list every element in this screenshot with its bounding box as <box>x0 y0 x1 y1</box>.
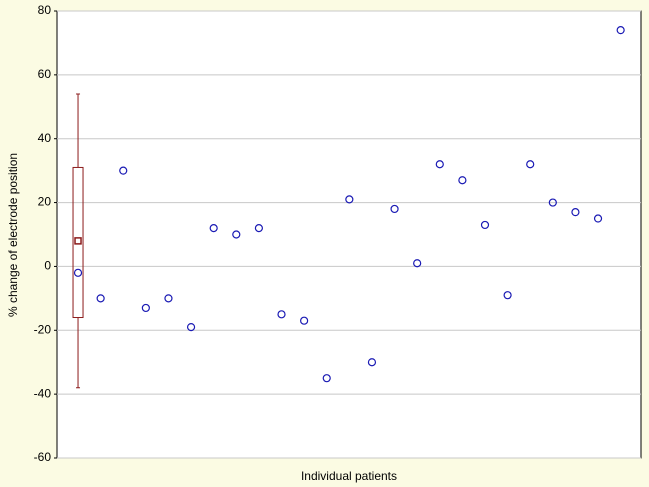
point <box>413 259 422 268</box>
y-tick-label: -40 <box>34 386 52 400</box>
point <box>458 176 467 185</box>
point <box>186 322 196 332</box>
y-tick-label: 80 <box>38 3 52 17</box>
point <box>277 310 286 319</box>
point <box>300 316 309 325</box>
y-tick-label: 40 <box>38 131 52 145</box>
point <box>254 224 264 233</box>
point <box>209 224 218 233</box>
point <box>480 220 490 230</box>
point <box>232 230 241 239</box>
median <box>74 237 82 245</box>
point <box>96 294 105 303</box>
x-axis-label: Individual patients <box>301 469 397 483</box>
point <box>345 195 354 204</box>
point <box>119 166 128 175</box>
y-tick-label: -20 <box>34 322 52 336</box>
y-axis-label: % change of electrode position <box>6 153 20 317</box>
point <box>435 160 444 169</box>
point <box>526 160 535 169</box>
point <box>593 214 603 223</box>
plot-area <box>56 10 642 459</box>
point <box>390 204 399 214</box>
point <box>571 208 580 217</box>
point <box>548 198 557 207</box>
point <box>322 374 331 383</box>
y-tick-label: 20 <box>38 195 52 209</box>
point <box>367 358 377 367</box>
point <box>616 26 625 35</box>
point <box>164 294 173 303</box>
point <box>503 291 512 300</box>
y-tick-label: -60 <box>34 450 52 464</box>
y-tick-label: 0 <box>44 259 51 273</box>
point <box>141 303 150 313</box>
box <box>72 166 84 319</box>
point <box>73 268 83 277</box>
y-tick-label: 60 <box>38 67 52 81</box>
